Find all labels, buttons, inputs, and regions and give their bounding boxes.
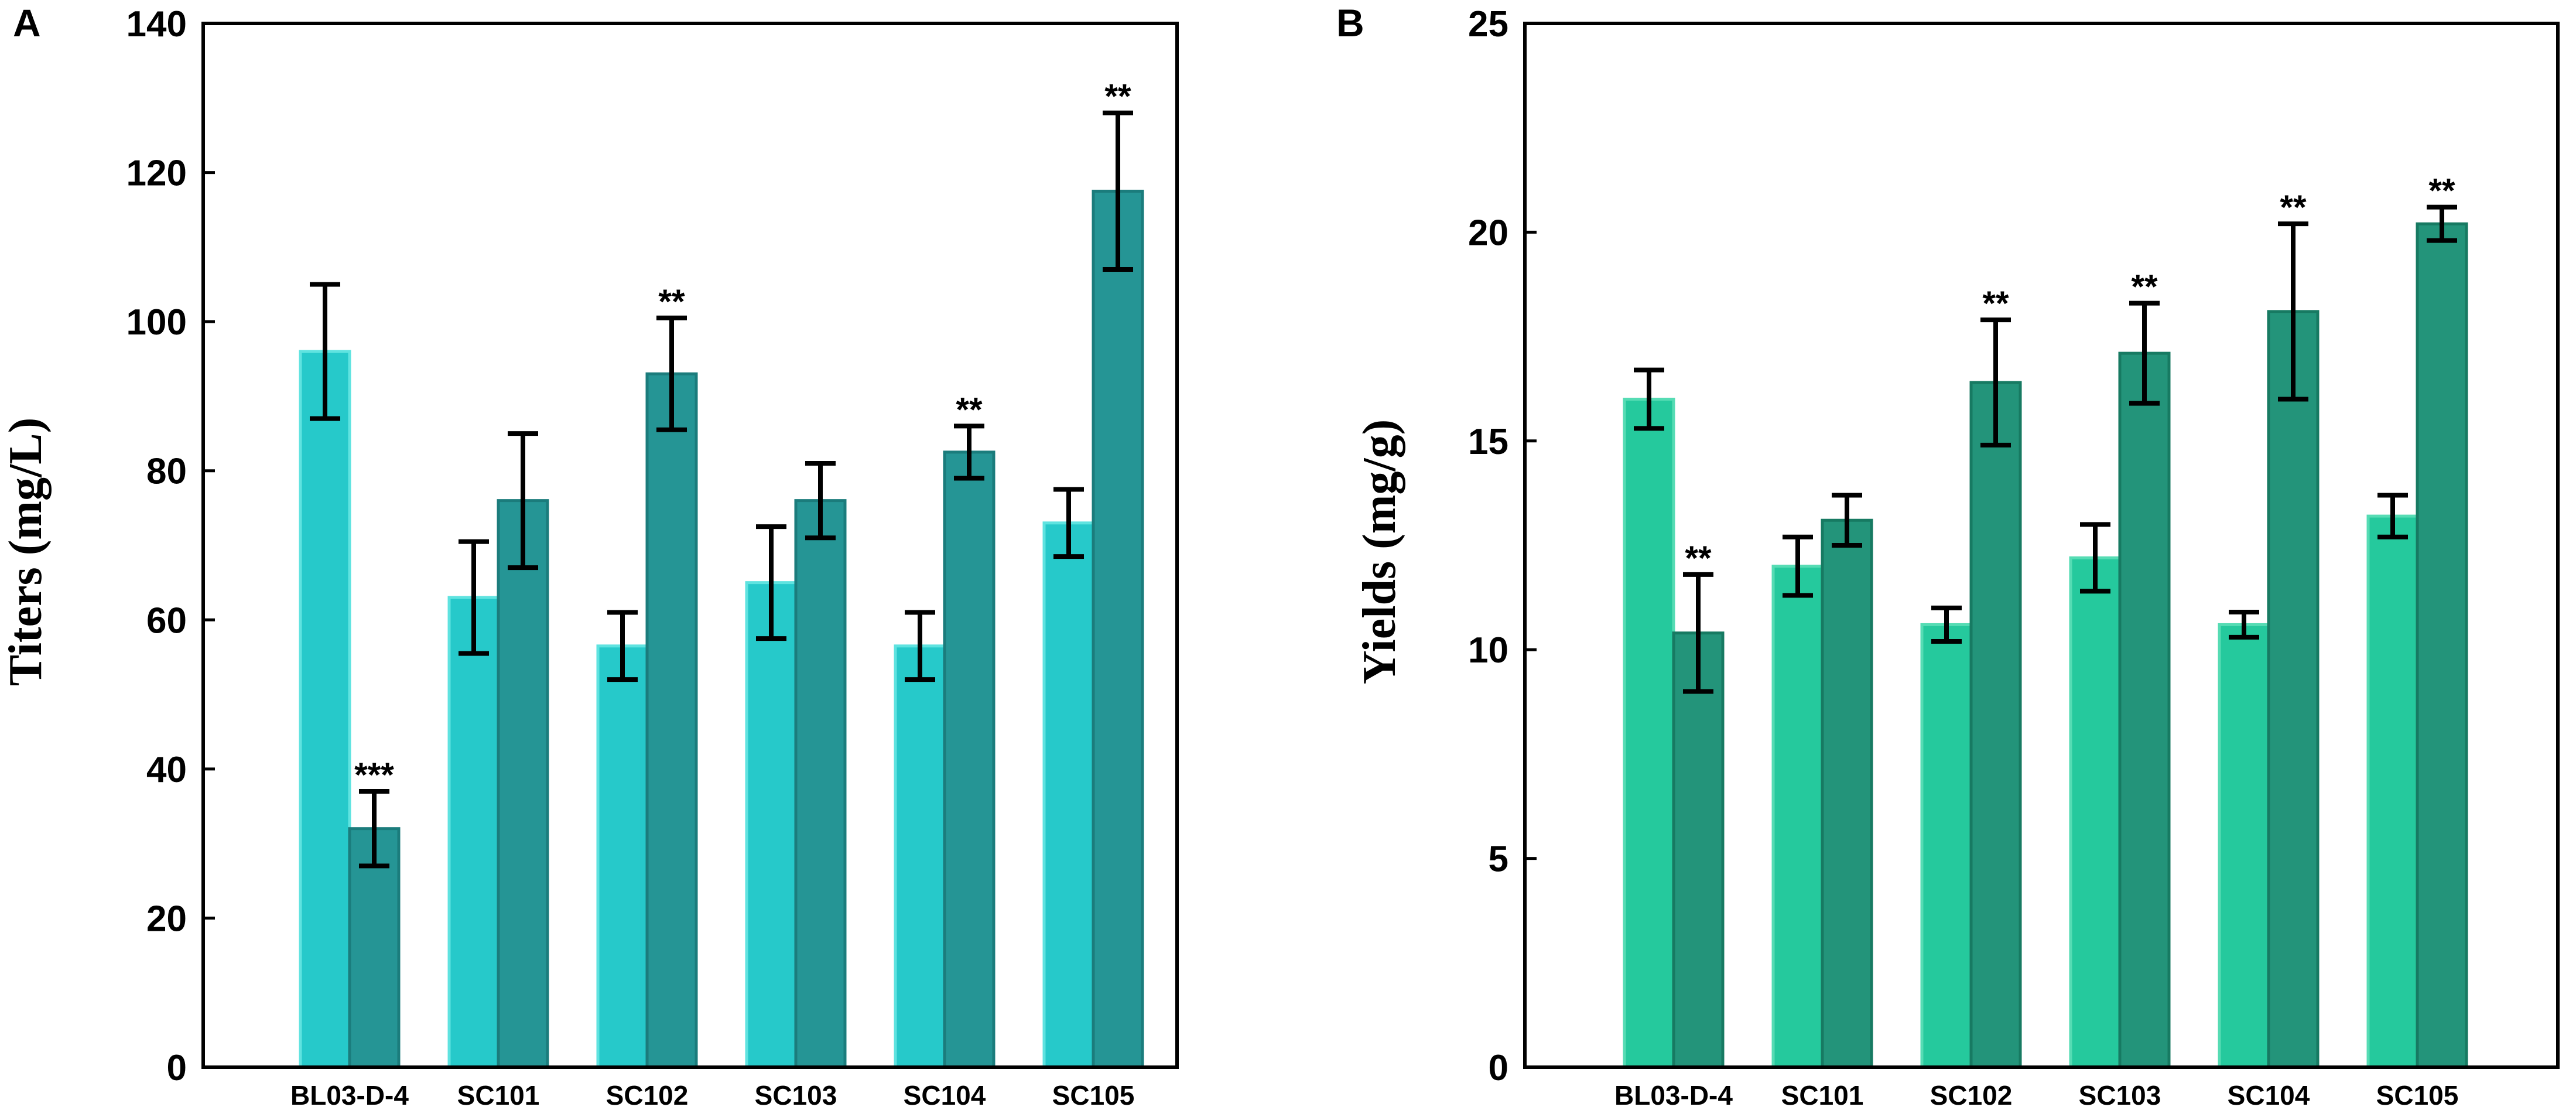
panel-b-significance-sc102: ** [1982, 285, 2009, 323]
panel-a-y-tick-label-120: 120 [126, 153, 187, 194]
panel-b-bar-s2-sc102 [1969, 381, 2022, 1069]
panel-a-x-tick-label-sc104: SC104 [904, 1080, 986, 1111]
panel-a-significance-bl03-d-4: *** [354, 756, 394, 794]
panel-b-bar-s2-sc103 [2118, 351, 2171, 1069]
panel-a-y-tick-label-140: 140 [126, 4, 187, 45]
panel-a-x-tick-label-sc105: SC105 [1052, 1080, 1135, 1111]
panel-b-significance-sc104: ** [2280, 189, 2307, 227]
panel-b-bar-s1-sc103 [2069, 556, 2122, 1069]
panel-a-bar-s2-sc105 [1092, 189, 1144, 1069]
panel-b-bar-s2-bl03-d-4 [1672, 631, 1725, 1069]
panel-a-plot-frame [201, 22, 1179, 1069]
panel-a-bar-s1-bl03-d-4 [299, 350, 351, 1069]
panel-a-letter: A [13, 1, 41, 45]
panel-a-bar-s2-sc101 [497, 499, 549, 1069]
panel-b-bar-s2-sc105 [2416, 222, 2468, 1069]
panel-b-y-tick-label-15: 15 [1468, 422, 1508, 462]
panel-b-x-tick-label-sc103: SC103 [2079, 1080, 2161, 1111]
panel-a-bar-s1-sc102 [596, 644, 649, 1069]
panel-b-y-axis-title: Yields (mg/g) [1354, 419, 1405, 685]
panel-a-x-tick-label-bl03-d-4: BL03-D-4 [290, 1080, 409, 1111]
panel-a-bar-s1-sc101 [447, 596, 500, 1069]
panel-b-bar-s1-sc105 [2366, 514, 2419, 1069]
panel-b-y-tick-label-10: 10 [1468, 630, 1508, 671]
panel-a-y-axis-title: Titers (mg/L) [0, 418, 52, 686]
panel-a-bar-s2-bl03-d-4 [348, 827, 401, 1069]
panel-a-y-tick-label-0: 0 [167, 1048, 187, 1088]
panel-a-bar-s1-sc105 [1042, 521, 1095, 1069]
panel-b-y-tick-label-25: 25 [1468, 4, 1508, 45]
panel-b-bar-s2-sc104 [2267, 310, 2320, 1069]
panel-a-x-tick-label-sc101: SC101 [457, 1080, 540, 1111]
panel-a-bar-s1-sc104 [894, 644, 946, 1069]
panel-b-significance-sc105: ** [2428, 172, 2455, 210]
panel-b-x-tick-label-sc105: SC105 [2376, 1080, 2459, 1111]
panel-a-y-tick-label-80: 80 [146, 452, 187, 492]
panel-a-bar-s2-sc104 [943, 450, 995, 1069]
panel-a-bar-s1-sc103 [745, 581, 798, 1069]
panel-a-y-tick-label-40: 40 [146, 750, 187, 790]
panel-a-y-tick-label-60: 60 [146, 600, 187, 641]
panel-a: A Titers (mg/L) *** BL03-D-4 SC101 ** SC102 S… [0, 1, 1179, 1111]
panel-b: B Yields (mg/g) ** BL03-D-4 SC101 ** SC102 **… [1336, 1, 2560, 1111]
panel-b-x-tick-label-sc101: SC101 [1781, 1080, 1864, 1111]
panel-a-bar-s2-sc103 [794, 499, 847, 1069]
panel-a-bar-s2-sc102 [645, 372, 698, 1069]
panel-b-letter: B [1336, 1, 1364, 45]
panel-b-bar-s1-sc102 [1920, 623, 1973, 1069]
panel-b-plot-frame [1523, 22, 2560, 1069]
panel-b-x-tick-label-bl03-d-4: BL03-D-4 [1614, 1080, 1733, 1111]
panel-b-y-tick-label-5: 5 [1489, 839, 1508, 880]
panel-a-significance-sc102: ** [658, 283, 685, 321]
panel-a-x-tick-label-sc103: SC103 [755, 1080, 837, 1111]
panel-a-x-tick-label-sc102: SC102 [606, 1080, 689, 1111]
panel-b-x-tick-label-sc104: SC104 [2228, 1080, 2310, 1111]
panel-a-significance-sc105: ** [1104, 78, 1131, 116]
panel-b-y-tick-label-20: 20 [1468, 213, 1508, 253]
panel-a-y-tick-label-100: 100 [126, 302, 187, 343]
panel-b-bar-s1-sc101 [1771, 565, 1824, 1069]
panel-b-bar-s1-bl03-d-4 [1623, 398, 1675, 1069]
panel-a-y-tick-label-20: 20 [146, 899, 187, 939]
panel-b-x-tick-label-sc102: SC102 [1930, 1080, 2013, 1111]
panel-a-significance-sc104: ** [956, 391, 983, 429]
panel-b-bar-s2-sc101 [1821, 518, 1873, 1069]
panel-b-significance-bl03-d-4: ** [1685, 539, 1712, 578]
panel-b-y-tick-label-0: 0 [1489, 1048, 1508, 1088]
panel-b-significance-sc103: ** [2131, 268, 2158, 306]
panel-b-bar-s1-sc104 [2218, 623, 2270, 1069]
